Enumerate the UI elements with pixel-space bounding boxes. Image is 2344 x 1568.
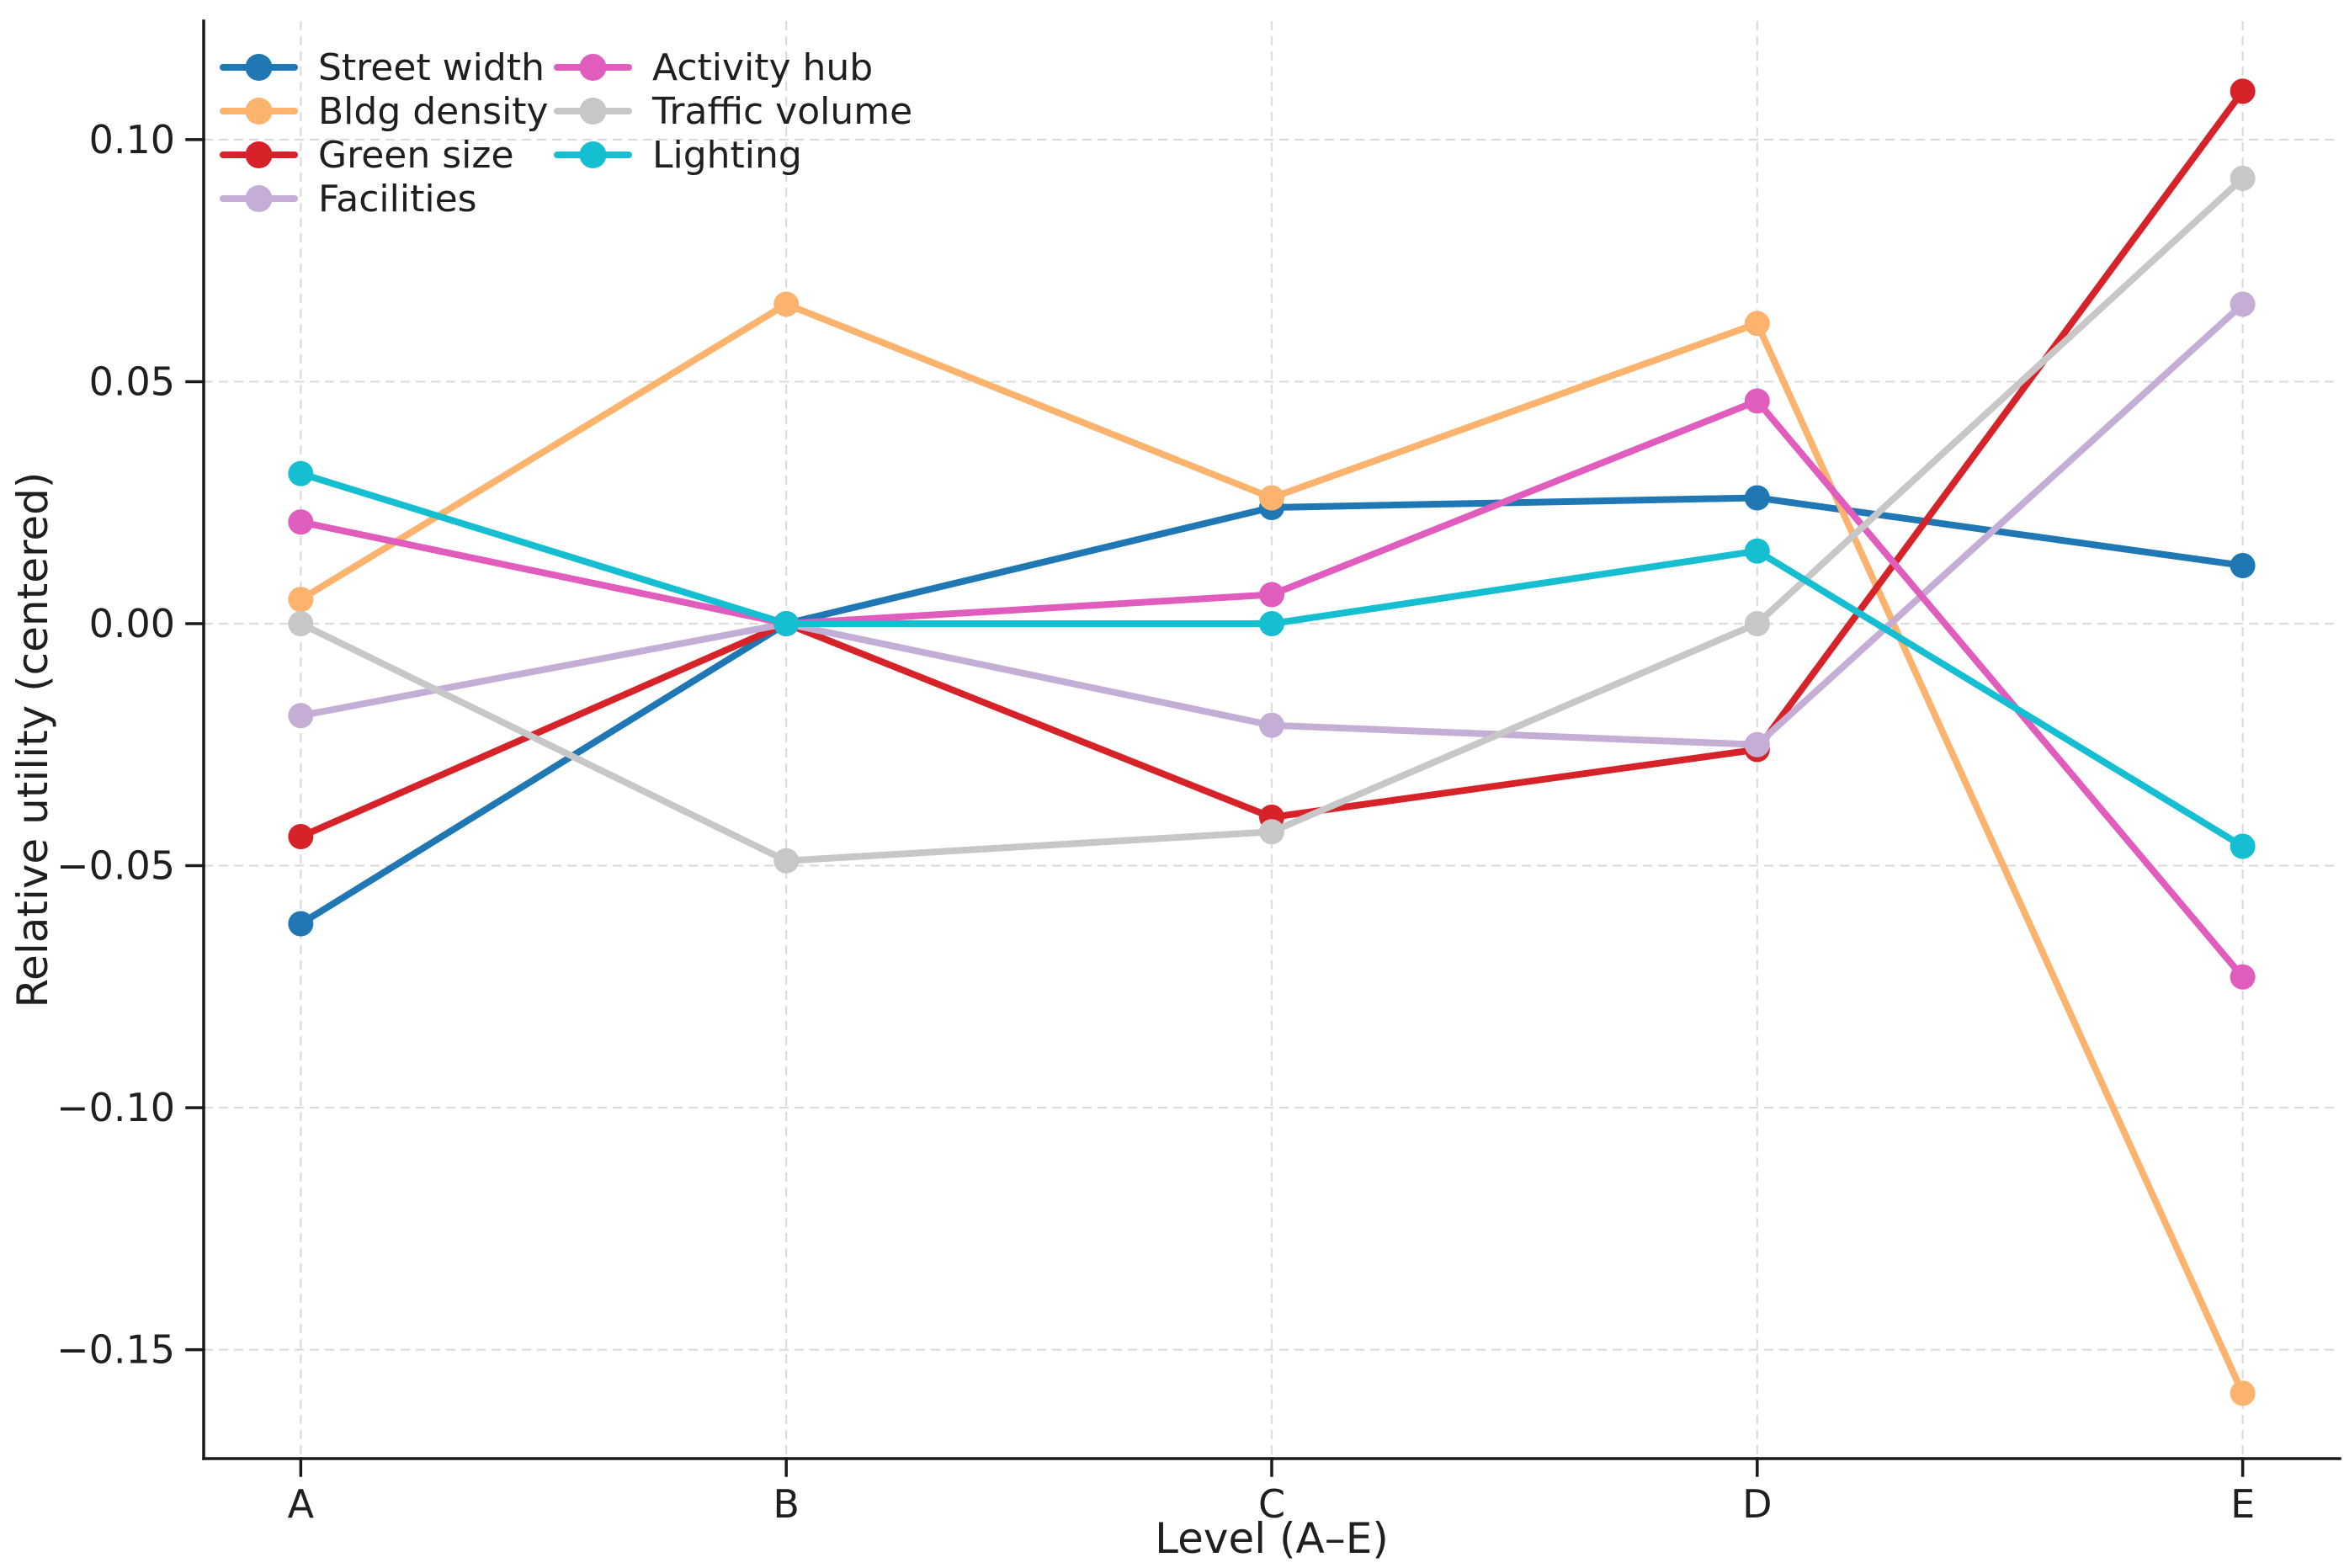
- legend-item: Street width: [220, 46, 545, 89]
- series-lighting: [288, 460, 2256, 859]
- data-point: [1744, 485, 1770, 511]
- legend-label: Traffic volume: [651, 90, 912, 133]
- legend-label: Activity hub: [652, 46, 873, 89]
- legend-item: Facilities: [220, 178, 477, 221]
- legend-item: Lighting: [554, 134, 802, 177]
- data-point: [2230, 165, 2256, 191]
- legend-item: Green size: [220, 134, 514, 177]
- data-point: [2230, 833, 2256, 859]
- data-point: [288, 824, 314, 850]
- data-point: [1744, 538, 1770, 564]
- x-tick-label: E: [2230, 1481, 2255, 1527]
- legend-label: Lighting: [652, 134, 802, 177]
- data-point: [1744, 731, 1770, 757]
- legend-label: Street width: [318, 46, 545, 89]
- y-tick-label: −0.15: [56, 1327, 175, 1373]
- data-point: [288, 911, 314, 937]
- axes: [185, 19, 2341, 1477]
- data-point: [2230, 291, 2256, 317]
- data-point: [773, 610, 800, 636]
- data-point: [288, 587, 314, 613]
- x-tick-label: C: [1258, 1481, 1285, 1527]
- data-point: [773, 848, 800, 874]
- x-tick-label: A: [288, 1481, 315, 1527]
- legend-marker-dot: [245, 141, 273, 168]
- y-tick-labels: 0.10 0.05 0.00 −0.05 −0.10 −0.15: [56, 117, 175, 1373]
- legend-label: Bldg density: [318, 90, 549, 133]
- data-point: [288, 509, 314, 535]
- data-point: [1259, 712, 1284, 738]
- legend-item: Traffic volume: [554, 90, 912, 133]
- y-tick-label: −0.10: [56, 1085, 175, 1130]
- data-point: [1744, 311, 1770, 337]
- data-point: [773, 291, 800, 317]
- data-point: [1259, 582, 1284, 608]
- legend-marker-dot: [579, 98, 607, 125]
- data-point: [2230, 78, 2256, 104]
- series-traffic-volume: [288, 165, 2256, 874]
- x-axis-label: Level (A–E): [1155, 1514, 1389, 1563]
- legend-item: Bldg density: [220, 90, 549, 133]
- data-point: [1744, 610, 1770, 636]
- series-bldg-density: [288, 291, 2256, 1406]
- data-point: [288, 460, 314, 486]
- legend-label: Facilities: [318, 178, 477, 221]
- legend-label: Green size: [318, 134, 514, 177]
- data-point: [1744, 388, 1770, 414]
- data-point: [2230, 964, 2256, 990]
- y-axis-label: Relative utility (centered): [8, 472, 57, 1008]
- legend-marker-dot: [245, 185, 273, 212]
- y-tick-label: 0.05: [89, 359, 175, 404]
- legend-marker-dot: [579, 54, 607, 81]
- y-tick-label: 0.00: [89, 601, 175, 646]
- data-point: [1259, 485, 1284, 511]
- legend-item: Activity hub: [554, 46, 873, 89]
- legend-marker-dot: [245, 54, 273, 81]
- x-tick-labels: A B C D E: [288, 1481, 2256, 1527]
- legend-marker-dot: [245, 98, 273, 125]
- data-point: [2230, 552, 2256, 578]
- legend-marker-dot: [579, 141, 607, 168]
- data-point: [1259, 610, 1284, 636]
- x-tick-label: D: [1742, 1481, 1772, 1527]
- data-point: [2230, 1380, 2256, 1406]
- y-tick-label: 0.10: [89, 117, 175, 162]
- data-point: [288, 610, 314, 636]
- x-tick-label: B: [773, 1481, 800, 1527]
- data-point: [1259, 819, 1284, 845]
- data-point: [288, 703, 314, 729]
- y-tick-label: −0.05: [56, 843, 175, 889]
